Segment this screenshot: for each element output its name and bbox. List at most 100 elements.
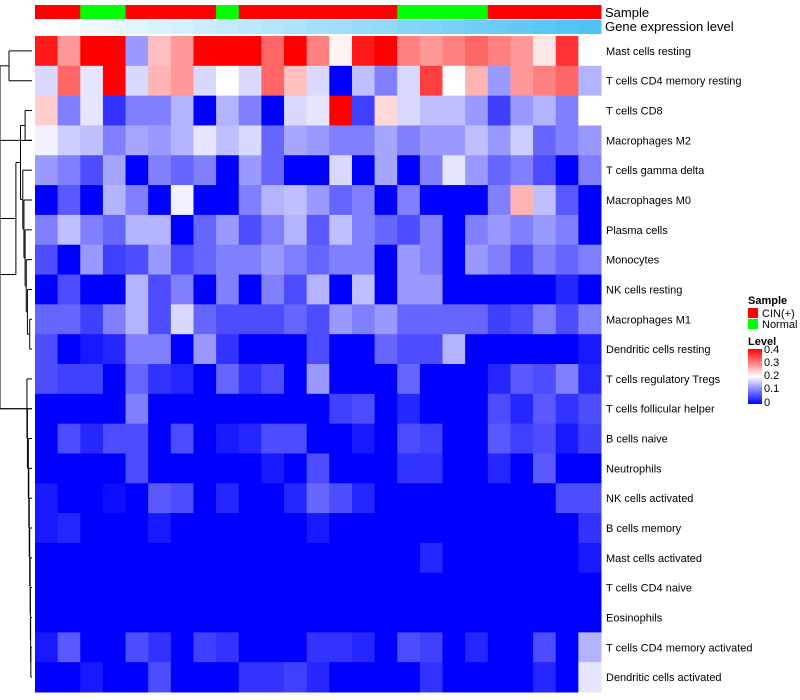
heatmap-cell [555, 125, 579, 156]
row-label: Mast cells resting [606, 46, 691, 58]
heatmap-cell [57, 125, 81, 156]
heatmap-cell [57, 155, 81, 186]
heatmap-cell [442, 602, 466, 633]
heatmap-cell [465, 453, 489, 484]
heatmap-cell [533, 602, 557, 633]
heatmap-cell [329, 65, 353, 97]
heatmap-cell [351, 334, 376, 365]
heatmap-cell [555, 155, 579, 186]
heatmap-cell [374, 453, 398, 484]
heatmap-cell [125, 214, 149, 246]
expression-annotation-cell [170, 20, 194, 34]
heatmap-cell [419, 513, 444, 544]
heatmap-cell [306, 572, 330, 604]
heatmap-cell [419, 185, 444, 216]
heatmap-cell [306, 334, 330, 365]
heatmap-cell [148, 572, 172, 604]
heatmap-cell [35, 513, 59, 544]
heatmap-cell [329, 572, 353, 604]
heatmap-cell [170, 155, 194, 186]
sample-annotation-cell [170, 5, 194, 19]
legend-level-tick: 0.3 [764, 357, 779, 369]
heatmap-cell [329, 513, 353, 544]
heatmap-cell [125, 125, 149, 156]
heatmap-cell [578, 95, 602, 126]
heatmap-cell [125, 155, 149, 186]
row-label: Mast cells activated [606, 553, 702, 565]
heatmap-cell [329, 453, 353, 484]
heatmap-cell [284, 602, 308, 633]
heatmap-cell [510, 662, 534, 693]
heatmap-cell [578, 393, 602, 425]
heatmap-cell [284, 214, 308, 246]
heatmap-cell [35, 602, 59, 633]
annotation-label-sample: Sample [605, 5, 649, 20]
heatmap-cell [261, 125, 285, 156]
heatmap-cell [487, 364, 511, 395]
heatmap-cell [374, 632, 398, 663]
heatmap-cell [351, 65, 376, 97]
heatmap-cell [329, 274, 353, 305]
heatmap-cell [193, 65, 217, 97]
heatmap-cell [125, 244, 149, 276]
heatmap-cell [216, 185, 240, 216]
heatmap-cell [102, 602, 127, 633]
heatmap-cell [465, 602, 489, 633]
heatmap-cell [555, 542, 579, 574]
heatmap-cell [306, 453, 330, 484]
heatmap-cell [419, 453, 444, 484]
heatmap-cell [170, 334, 194, 365]
heatmap-cell [487, 453, 511, 484]
heatmap-cell [465, 662, 489, 693]
heatmap-cell [102, 513, 127, 544]
heatmap-cell [555, 36, 579, 67]
heatmap-cell [148, 125, 172, 156]
heatmap-cell [57, 483, 81, 514]
heatmap-cell [465, 95, 489, 126]
heatmap-cell [578, 483, 602, 514]
heatmap-cell [80, 334, 104, 365]
heatmap-cell [102, 304, 127, 335]
heatmap-cell [329, 632, 353, 663]
heatmap-cell [578, 125, 602, 156]
heatmap-cell [306, 274, 330, 305]
heatmap-cell [35, 155, 59, 186]
heatmap-cell [148, 304, 172, 335]
heatmap-cell [35, 95, 59, 126]
heatmap-cell [35, 125, 59, 156]
heatmap-cell [465, 125, 489, 156]
heatmap-cell [442, 36, 466, 67]
heatmap-cell [306, 155, 330, 186]
heatmap-cell [35, 542, 59, 574]
row-label: T cells CD4 memory resting [606, 76, 742, 88]
heatmap-cell [125, 423, 149, 454]
heatmap-cell [510, 483, 534, 514]
heatmap-cell [374, 513, 398, 544]
heatmap-cell [487, 602, 511, 633]
heatmap-cell [238, 65, 262, 97]
heatmap-cell [35, 334, 59, 365]
heatmap-cell [261, 364, 285, 395]
heatmap-cell [397, 274, 421, 305]
heatmap-cell [397, 393, 421, 425]
legend-normal-label: Normal [762, 319, 797, 331]
heatmap-cell [148, 185, 172, 216]
heatmap-cell [578, 185, 602, 216]
heatmap-cell [261, 513, 285, 544]
heatmap-cell [397, 632, 421, 663]
heatmap-cell [351, 542, 376, 574]
heatmap-cell [238, 632, 262, 663]
heatmap-cell [419, 393, 444, 425]
heatmap-cell [306, 65, 330, 97]
heatmap-cell [57, 572, 81, 604]
heatmap-cell [80, 274, 104, 305]
heatmap-cell [193, 483, 217, 514]
heatmap-cell [555, 453, 579, 484]
heatmap-cell [555, 65, 579, 97]
heatmap-cell [487, 632, 511, 663]
heatmap-cell [555, 95, 579, 126]
heatmap-cell [193, 453, 217, 484]
heatmap-cell [351, 185, 376, 216]
heatmap-cell [329, 36, 353, 67]
heatmap-cell [374, 95, 398, 126]
